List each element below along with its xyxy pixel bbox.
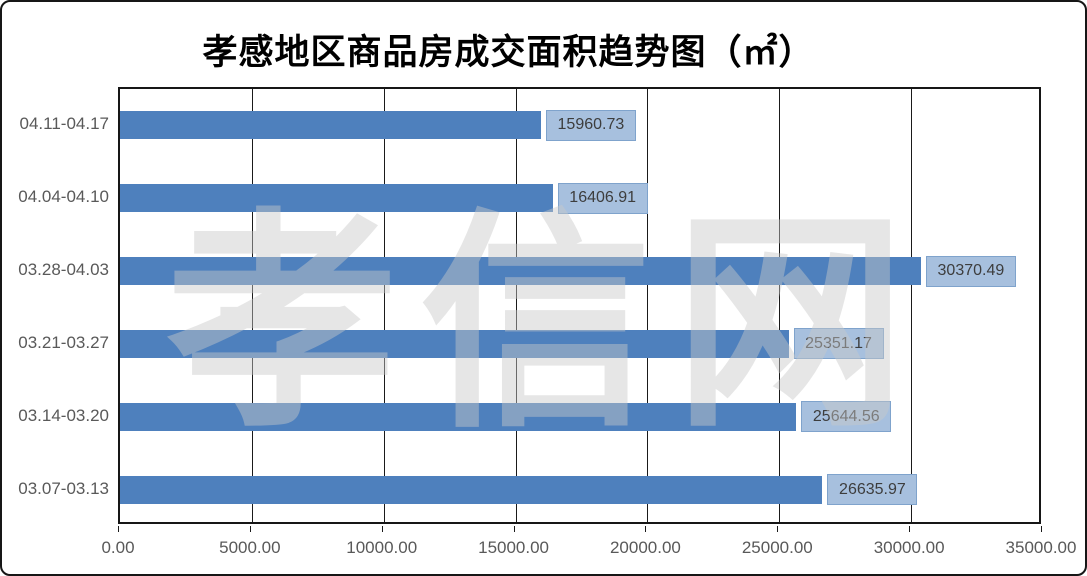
x-tick-label: 30000.00 [873,538,945,557]
x-axis: 0.00 5000.00 10000.00 15000.00 20000.00 25000… [101,526,1076,574]
x-tick-label: 10000.00 [346,538,418,557]
x-tickmark [645,526,647,532]
value-label: 30370.49 [925,255,1016,287]
bar [120,184,553,213]
x-tickmark [381,526,383,532]
x-tickmark [1041,526,1042,532]
x-tickmark [513,526,515,532]
gridline [515,89,517,522]
category-label: 03.28-04.03 [18,260,109,280]
value-label: 16406.91 [557,182,648,214]
category-axis: 04.11-04.17 04.04-04.10 03.28-04.03 03.21-0… [2,87,109,524]
category-label: 03.21-03.27 [18,332,109,352]
category-label: 03.07-03.13 [18,478,109,498]
x-tickmark [118,526,119,532]
x-tickmark [249,526,251,532]
x-tick-label: 20000.00 [609,538,681,557]
gridline [647,89,649,522]
gridline [911,89,913,522]
x-tick-label: 35000.00 [1005,538,1077,557]
category-label: 04.04-04.10 [18,187,109,207]
value-label: 25351.17 [793,328,884,360]
chart-title: 孝感地区商品房成交面积趋势图（㎡） [202,33,815,72]
value-label: 26635.97 [827,474,918,506]
x-tick-label: 5000.00 [219,538,281,557]
x-tickmark [909,526,911,532]
x-tickmark [777,526,779,532]
bar [120,402,797,431]
gridline [251,89,253,522]
plot-area: 15960.73 16406.91 30370.49 25351.17 25644.56… [118,87,1041,524]
value-label: 15960.73 [545,109,636,141]
bar [120,329,789,358]
x-tick-label: 15000.00 [478,538,550,557]
category-label: 04.11-04.17 [19,114,109,134]
x-tick-label: 25000.00 [741,538,813,557]
x-tick-label: 0.00 [101,538,135,557]
bar [120,257,921,286]
value-label: 25644.56 [801,401,892,433]
category-label: 03.14-03.20 [18,405,109,425]
gridline [779,89,781,522]
bar [120,111,541,140]
gridline [383,89,385,522]
bar [120,475,823,504]
